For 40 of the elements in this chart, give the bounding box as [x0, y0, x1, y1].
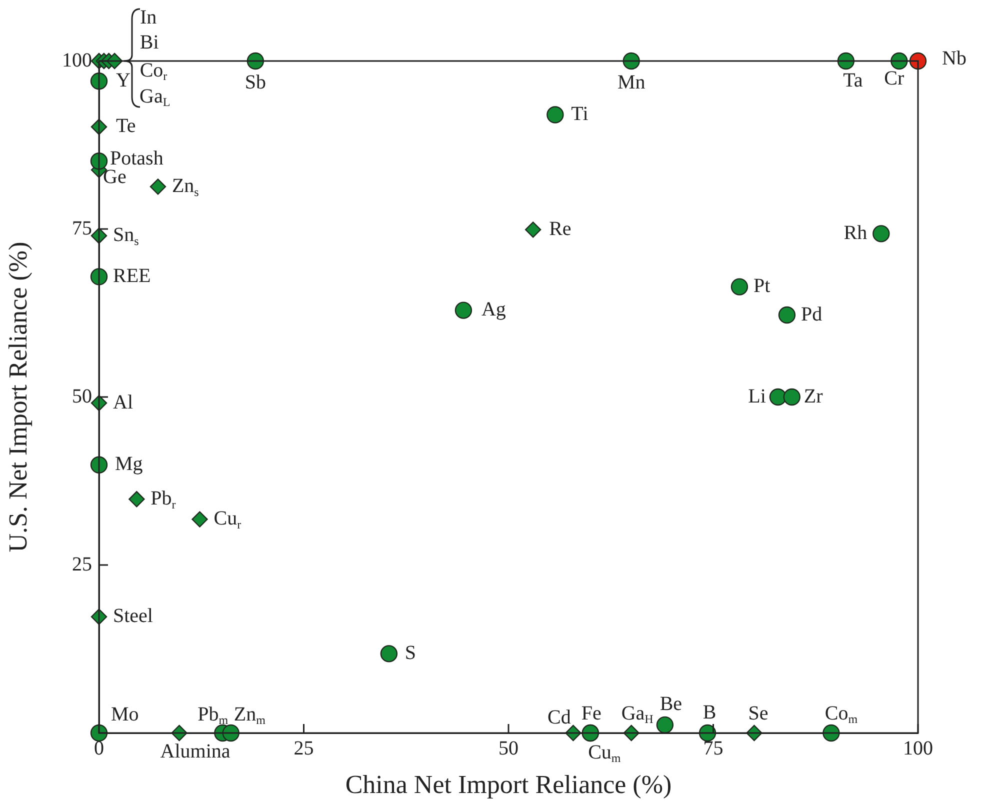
annotation: Te — [116, 115, 136, 138]
x-tick-label: 50 — [498, 737, 518, 760]
x-tick-label: 100 — [903, 737, 933, 760]
annotation: B — [702, 701, 716, 724]
annotation: Y — [116, 69, 130, 92]
annotation: Zr — [804, 385, 824, 408]
annotation: Pt — [753, 275, 771, 298]
annotation: Rh — [844, 222, 868, 244]
annotation: Mg — [115, 453, 143, 476]
annotation: Re — [549, 218, 572, 240]
annotation: Fe — [581, 702, 602, 724]
annotation: Se — [748, 702, 768, 724]
y-tick-label: 75 — [72, 217, 92, 240]
annotation: Mn — [617, 71, 646, 94]
annotation: Al — [113, 391, 134, 414]
annotation: Ag — [481, 298, 506, 321]
annotation: Ti — [571, 103, 589, 126]
annotation: Bi — [140, 31, 160, 54]
annotation: Mo — [111, 703, 139, 726]
y-tick-label: 25 — [72, 553, 92, 576]
y-tick-label: 50 — [72, 385, 92, 408]
annotation: REE — [113, 264, 151, 287]
x-tick-label: 25 — [294, 737, 314, 760]
annotation: Ta — [843, 69, 863, 92]
y-tick-label: 100 — [62, 49, 92, 72]
annotation: S — [404, 642, 416, 664]
annotation: Be — [660, 693, 682, 716]
x-axis-title: China Net Import Reliance (%) — [345, 770, 672, 800]
annotation: Sb — [244, 71, 266, 94]
y-axis-title: U.S. Net Import Reliance (%) — [3, 242, 32, 552]
annotation: Pd — [800, 303, 822, 326]
annotation: Steel — [113, 604, 154, 627]
x-tick-label: 0 — [94, 737, 104, 760]
annotation: Cr — [884, 67, 905, 90]
annotation: In — [140, 6, 157, 28]
annotation: Cd — [548, 706, 571, 728]
annotation: Li — [748, 385, 766, 408]
annotation: Alumina — [160, 740, 230, 762]
x-tick-label: 75 — [703, 737, 724, 760]
annotation: Nb — [942, 47, 966, 70]
